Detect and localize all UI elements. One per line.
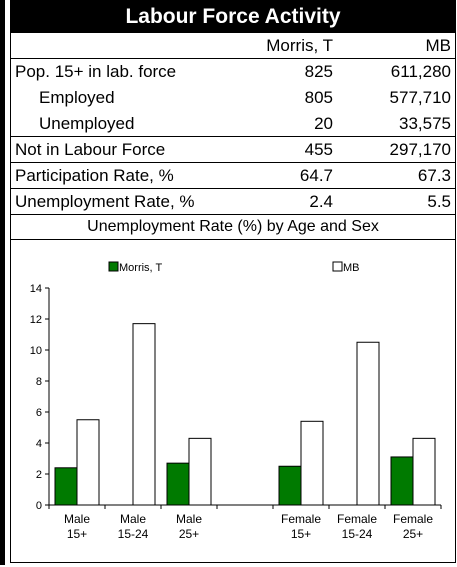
row-value-morris: 825 [304,62,333,81]
x-tick-label: 15+ [67,527,87,541]
row-value-morris: 805 [304,88,333,107]
bar [76,419,100,506]
row-value-mb: 297,170 [389,140,451,159]
y-tick-label: 6 [36,407,42,419]
row-label: Employed [39,88,115,107]
table-row: Employed 805 577,710 [11,85,455,111]
row-label: Pop. 15+ in lab. force [15,62,177,81]
bar [300,420,324,506]
row-label: Unemployment Rate, % [15,192,195,211]
chart-area: Morris, T MB 0 2 4 6 8 10 12 14 Male 15+ Male 15-24 Ma… [11,240,455,562]
chart-title: Unemployment Rate (%) by Age and Sex [11,214,455,240]
col-header-mb: MB [425,36,452,55]
row-value-morris: 2.4 [309,192,333,211]
x-tick-label: 15-24 [118,527,149,541]
x-tick-label: 15+ [291,527,311,541]
bar-chart: Morris, T MB02468101214Male15+Male15-24Ma… [30,261,442,541]
legend-swatch [332,261,343,272]
x-tick-label: Female [393,512,433,526]
bar [356,341,380,506]
x-tick-label: Male [120,512,146,526]
left-rule [0,0,5,565]
row-label: Unemployed [39,114,135,133]
row-value-morris: 20 [314,114,333,133]
x-tick-label: Male [64,512,90,526]
table-row: Pop. 15+ in lab. force 825 611,280 [11,58,455,85]
legend-swatch [108,261,119,272]
row-value-morris: 64.7 [299,166,333,185]
x-tick-label: 15-24 [342,527,373,541]
y-tick-label: 0 [36,500,42,512]
x-tick-label: 25+ [179,527,199,541]
labour-force-panel: Labour Force Activity Morris, T MB Pop. … [10,0,456,563]
row-label: Participation Rate, % [15,166,174,185]
row-value-morris: 455 [304,140,333,159]
y-tick-label: 2 [36,469,42,481]
x-tick-label: 25+ [403,527,423,541]
bar [166,462,190,506]
x-tick-label: Female [337,512,377,526]
table-row: Unemployment Rate, % 2.4 5.5 [11,188,455,215]
col-header-morris: Morris, T [266,36,333,55]
bar [132,323,156,506]
panel-title: Labour Force Activity [11,1,455,33]
row-value-mb: 5.5 [427,192,451,211]
bar [390,456,414,506]
x-tick-label: Female [281,512,321,526]
bar [278,465,302,506]
y-tick-label: 8 [36,376,42,388]
row-value-mb: 33,575 [399,114,451,133]
y-tick-label: 12 [30,314,42,326]
bar [54,467,78,506]
row-value-mb: 611,280 [390,62,451,81]
y-tick-label: 4 [36,438,42,450]
bar [188,437,212,506]
row-value-mb: 67.3 [417,166,451,185]
legend-label: Morris, T [119,262,162,274]
table-row: Unemployed 20 33,575 [11,111,455,137]
x-tick-label: Male [176,512,202,526]
table-row: Participation Rate, % 64.7 67.3 [11,162,455,189]
row-value-mb: 577,710 [389,88,451,107]
table-header-row: Morris, T MB [11,33,455,59]
bar [412,437,436,506]
y-tick-label: 10 [30,345,42,357]
y-tick-label: 14 [30,283,42,295]
row-label: Not in Labour Force [15,140,166,159]
legend-label: MB [343,262,360,274]
table-row: Not in Labour Force 455 297,170 [11,136,455,163]
